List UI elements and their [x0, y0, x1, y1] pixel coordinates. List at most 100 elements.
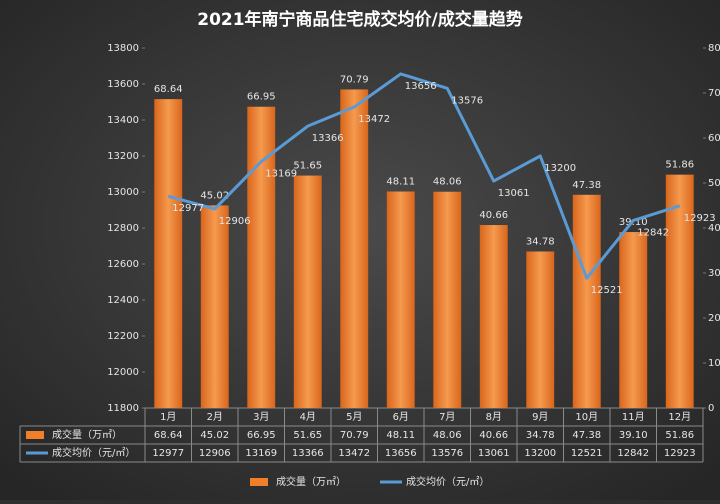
table-cell: 12521: [571, 448, 603, 459]
table-cell: 48.11: [386, 430, 415, 441]
x-tick-label: 4月: [300, 411, 316, 423]
data-label: 45.02: [200, 190, 229, 201]
x-tick-label: 9月: [532, 411, 548, 423]
bar: [154, 99, 183, 409]
data-label: 13656: [405, 81, 437, 92]
data-label: 12842: [637, 227, 669, 238]
data-label: 13576: [451, 95, 483, 106]
data-label: 40.66: [479, 210, 508, 221]
table-cell: 66.95: [247, 430, 276, 441]
bar: [526, 251, 555, 408]
y-tick-label: 13000: [107, 187, 139, 198]
data-label: 13169: [265, 169, 297, 180]
data-label: 70.79: [340, 74, 369, 85]
data-label: 13200: [544, 163, 576, 174]
table-cell: 45.02: [200, 430, 229, 441]
bar: [479, 225, 508, 408]
bar: [572, 194, 601, 408]
bar: [340, 89, 369, 408]
table-cell: 12977: [152, 448, 184, 459]
y-tick-label: 13400: [107, 115, 139, 126]
table-cell: 13576: [431, 448, 463, 459]
data-label: 12906: [219, 216, 251, 227]
data-label: 48.06: [433, 177, 462, 188]
y-tick-label: 12200: [107, 331, 139, 342]
y2-tick-label: 80: [708, 43, 720, 54]
y2-tick-label: 20: [708, 313, 720, 324]
table-cell: 13061: [478, 448, 510, 459]
table-cell: 34.78: [526, 430, 555, 441]
legend-label: 成交量（万㎡）: [276, 475, 346, 488]
table-cell: 13200: [524, 448, 556, 459]
table-cell: 13656: [385, 448, 417, 459]
bar: [200, 205, 229, 408]
y-tick-label: 13600: [107, 79, 139, 90]
table-cell: 13472: [338, 448, 370, 459]
data-label: 12923: [684, 213, 716, 224]
data-label: 47.38: [572, 180, 601, 191]
bar: [386, 191, 415, 408]
table-series-name: 成交量（万㎡）: [52, 428, 122, 441]
y-tick-label: 13200: [107, 151, 139, 162]
table-cell: 47.38: [572, 430, 601, 441]
data-label: 13366: [312, 133, 344, 144]
data-label: 51.86: [665, 160, 694, 171]
y-tick-label: 12400: [107, 295, 139, 306]
bar: [433, 191, 462, 408]
chart-title: 2021年南宁商品住宅成交均价/成交量趋势: [197, 9, 523, 30]
x-tick-label: 12月: [668, 411, 691, 423]
data-label: 51.65: [293, 161, 322, 172]
bar: [665, 174, 694, 408]
x-tick-label: 6月: [393, 411, 409, 423]
x-tick-label: 10月: [575, 411, 598, 423]
table-cell: 40.66: [479, 430, 508, 441]
data-label: 12521: [591, 285, 623, 296]
data-label: 68.64: [154, 84, 183, 95]
legend-key: [26, 431, 44, 439]
table-cell: 13366: [292, 448, 324, 459]
x-tick-label: 7月: [439, 411, 455, 423]
y2-tick-label: 50: [708, 178, 720, 189]
table-cell: 51.65: [293, 430, 322, 441]
legend-key: [250, 478, 268, 486]
x-tick-label: 11月: [622, 411, 645, 423]
x-tick-label: 3月: [253, 411, 269, 423]
y-tick-label: 11800: [107, 403, 139, 414]
y-tick-label: 13800: [107, 43, 139, 54]
x-tick-label: 1月: [160, 411, 176, 423]
table-cell: 13169: [245, 448, 277, 459]
x-tick-label: 2月: [207, 411, 223, 423]
table-cell: 12842: [617, 448, 649, 459]
data-label: 66.95: [247, 92, 276, 103]
table-cell: 68.64: [154, 430, 183, 441]
bar: [619, 232, 648, 408]
y2-tick-label: 70: [708, 88, 720, 99]
y-tick-label: 12000: [107, 367, 139, 378]
x-tick-label: 5月: [346, 411, 362, 423]
y2-tick-label: 10: [708, 358, 720, 369]
data-label: 48.11: [386, 177, 415, 188]
y-tick-label: 12800: [107, 223, 139, 234]
table-cell: 12906: [199, 448, 231, 459]
data-label: 34.78: [526, 236, 555, 247]
data-label: 12977: [172, 203, 204, 214]
y2-tick-label: 0: [708, 403, 714, 414]
y2-tick-label: 40: [708, 223, 720, 234]
table-cell: 48.06: [433, 430, 462, 441]
data-label: 13061: [498, 188, 530, 199]
table-cell: 51.86: [665, 430, 694, 441]
bar: [293, 175, 322, 408]
x-tick-label: 8月: [486, 411, 502, 423]
bar: [247, 106, 276, 408]
table-cell: 12923: [664, 448, 696, 459]
y-tick-label: 12600: [107, 259, 139, 270]
y2-tick-label: 30: [708, 268, 720, 279]
table-cell: 39.10: [619, 430, 648, 441]
line: [167, 72, 681, 280]
y2-tick-label: 60: [708, 133, 720, 144]
table-series-name: 成交均价（元/㎡）: [52, 446, 135, 459]
table-cell: 70.79: [340, 430, 369, 441]
legend-label: 成交均价（元/㎡）: [406, 475, 489, 488]
data-label: 13472: [358, 114, 390, 125]
